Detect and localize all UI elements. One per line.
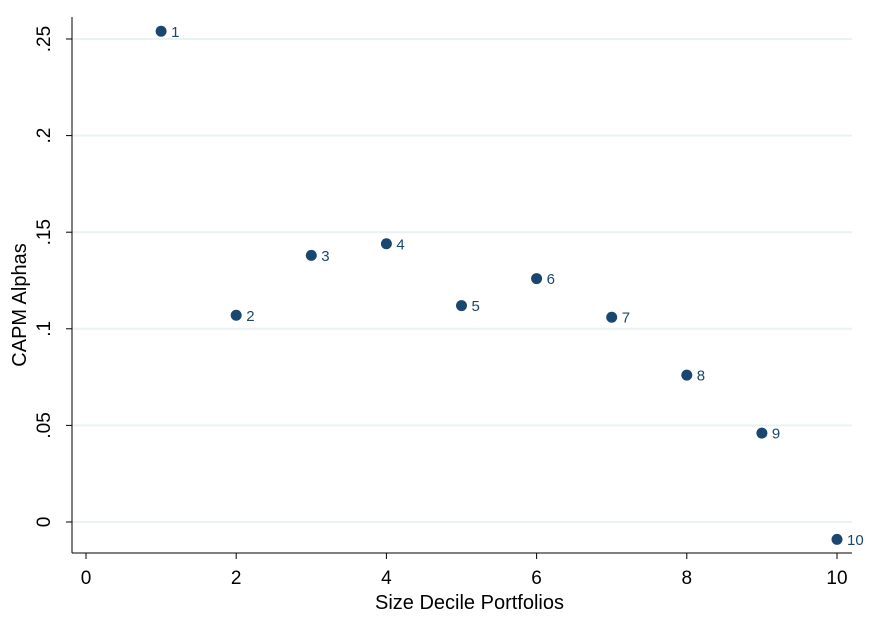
data-point-label: 5 <box>472 298 480 315</box>
data-point <box>756 427 768 439</box>
data-point <box>155 25 167 37</box>
x-tick-label: 2 <box>231 568 242 589</box>
y-tick-label: .15 <box>34 219 55 245</box>
data-point-label: 8 <box>697 368 705 385</box>
y-tick-label: .2 <box>34 128 55 144</box>
y-tick-label: .05 <box>34 412 55 438</box>
gridlines <box>72 38 852 523</box>
x-tick-label: 10 <box>826 568 847 589</box>
data-point <box>305 249 317 261</box>
data-point-label: 9 <box>772 426 780 443</box>
data-point <box>606 311 618 323</box>
ticks: 0 .05 .1 .15 .2 .25 0 2 4 6 8 10 <box>34 26 848 589</box>
x-tick-label: 4 <box>381 568 392 589</box>
data-points: 1 2 3 4 5 6 7 8 9 10 <box>155 24 864 549</box>
data-point-label: 7 <box>622 310 630 327</box>
y-tick-label: .1 <box>34 321 55 337</box>
data-point-label: 3 <box>321 248 329 265</box>
data-point <box>531 273 543 285</box>
x-axis-title: Size Decile Portfolios <box>375 592 564 614</box>
data-point-label: 4 <box>396 236 404 253</box>
y-tick-label: 0 <box>34 517 55 528</box>
data-point <box>681 369 693 381</box>
data-point-label: 2 <box>246 308 254 325</box>
data-point <box>456 300 467 312</box>
data-point-label: 1 <box>171 24 179 41</box>
x-tick-label: 8 <box>682 568 693 589</box>
data-point <box>230 309 242 321</box>
x-tick-label: 0 <box>81 568 92 589</box>
data-point <box>831 533 843 545</box>
data-point-label: 10 <box>847 532 864 549</box>
data-point-label: 6 <box>547 271 555 288</box>
x-tick-label: 6 <box>531 568 542 589</box>
y-axis-title: CAPM Alphas <box>9 243 31 366</box>
y-tick-label: .25 <box>34 26 55 52</box>
axes <box>71 17 852 554</box>
data-point <box>380 238 392 250</box>
